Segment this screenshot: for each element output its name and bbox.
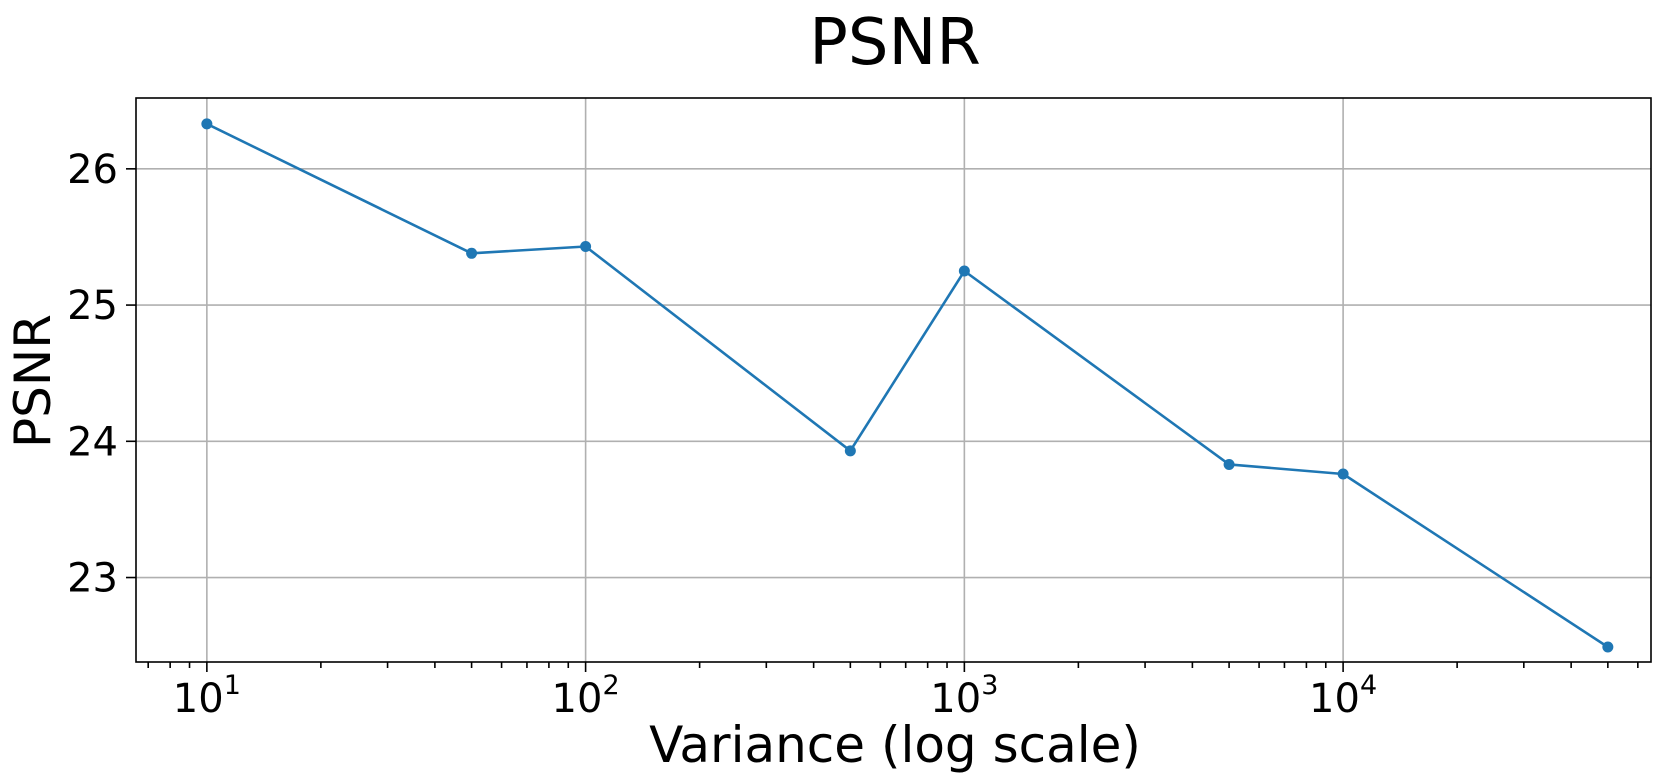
x-tick-label-0: 101	[173, 670, 241, 722]
x-tick-label-1: 102	[552, 670, 620, 722]
chart-title: PSNR	[809, 6, 981, 80]
x-tick-label-2: 103	[930, 670, 998, 722]
y-axis-label: PSNR	[4, 314, 62, 448]
x-minor-ticks	[147, 662, 1639, 668]
data-point-4	[958, 265, 970, 277]
axis-ticks	[126, 168, 1344, 672]
data-point-0	[201, 118, 213, 130]
y-tick-label-1: 24	[67, 419, 118, 465]
data-point-2	[580, 240, 592, 252]
series-layer	[201, 118, 1614, 653]
x-tick-label-3: 104	[1309, 670, 1377, 722]
y-tick-labels: 23 24 25 26	[67, 147, 118, 602]
data-point-3	[844, 445, 856, 457]
y-tick-label-3: 26	[67, 147, 118, 193]
x-axis-label: Variance (log scale)	[649, 716, 1141, 774]
grid-lines	[136, 98, 1651, 662]
data-point-1	[466, 247, 478, 259]
data-point-5	[1223, 458, 1235, 470]
y-tick-label-0: 23	[67, 556, 118, 602]
data-point-7	[1602, 641, 1614, 653]
x-tick-labels: 101 102 103 104	[173, 670, 1377, 722]
series-line-0	[206, 122, 1609, 649]
data-point-6	[1337, 468, 1349, 480]
plot-frame	[135, 97, 1652, 663]
y-tick-label-2: 25	[67, 283, 118, 329]
